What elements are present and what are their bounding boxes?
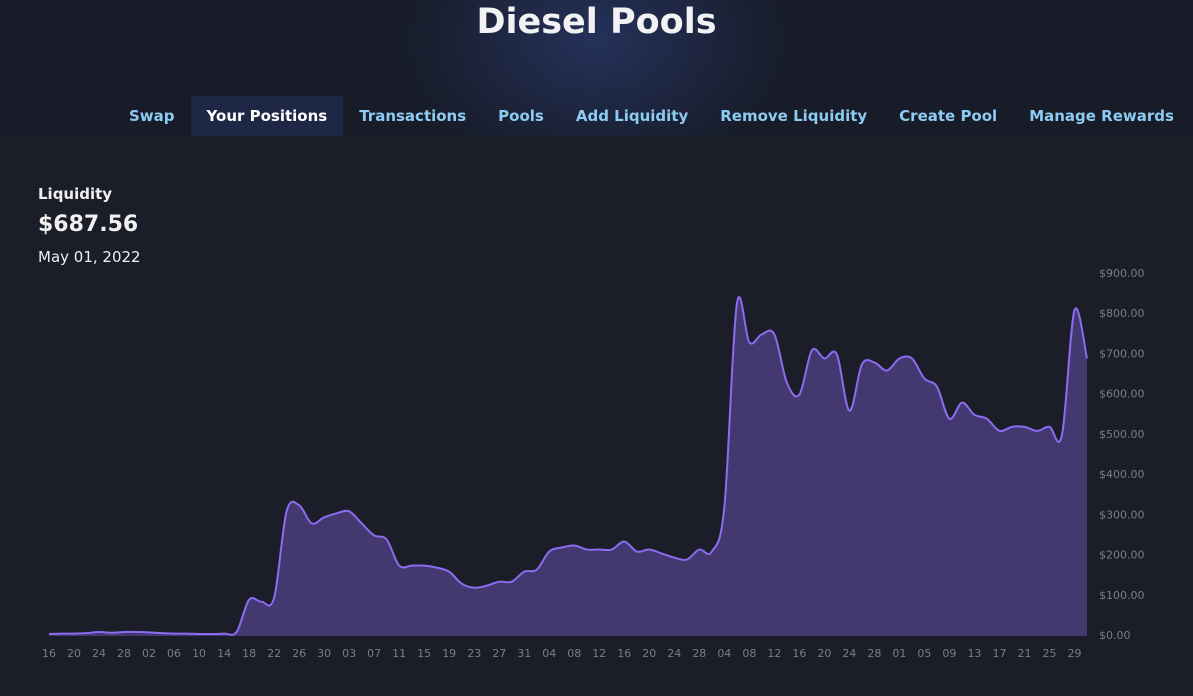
x-tick-label: 20 — [67, 647, 81, 660]
x-tick-label: 28 — [692, 647, 706, 660]
area-fill — [49, 297, 1087, 636]
x-tick-label: 21 — [1017, 647, 1031, 660]
x-tick-label: 15 — [417, 647, 431, 660]
app-title: Diesel Pools — [476, 2, 717, 42]
x-tick-label: 29 — [1067, 647, 1081, 660]
x-tick-label: 20 — [817, 647, 831, 660]
nav-tab[interactable]: Transactions — [359, 107, 467, 125]
y-tick-label: $300.00 — [1099, 508, 1145, 521]
x-tick-label: 06 — [167, 647, 181, 660]
x-tick-label: 24 — [842, 647, 856, 660]
x-tick-label: 11 — [392, 647, 406, 660]
x-tick-label: 23 — [467, 647, 481, 660]
x-tick-label: 03 — [342, 647, 356, 660]
x-tick-label: 16 — [792, 647, 806, 660]
nav-tab[interactable]: Pools — [498, 107, 544, 125]
x-tick-label: 19 — [442, 647, 456, 660]
x-tick-label: 08 — [742, 647, 756, 660]
y-tick-label: $200.00 — [1099, 549, 1145, 562]
nav-tab[interactable]: Swap — [129, 107, 175, 125]
nav-tab[interactable]: Create Pool — [899, 107, 998, 125]
x-tick-label: 08 — [567, 647, 581, 660]
x-tick-label: 14 — [217, 647, 231, 660]
nav-tab[interactable]: Your Positions — [190, 96, 344, 136]
nav-tab[interactable]: Remove Liquidity — [720, 107, 868, 125]
x-tick-label: 31 — [517, 647, 531, 660]
x-tick-label: 04 — [717, 647, 731, 660]
x-tick-label: 20 — [642, 647, 656, 660]
x-tick-label: 30 — [317, 647, 331, 660]
x-tick-label: 28 — [867, 647, 881, 660]
x-tick-label: 10 — [192, 647, 206, 660]
x-tick-label: 26 — [292, 647, 306, 660]
nav-tab[interactable]: Add Liquidity — [575, 107, 689, 125]
x-tick-label: 24 — [92, 647, 106, 660]
x-tick-label: 12 — [592, 647, 606, 660]
y-tick-label: $600.00 — [1099, 388, 1145, 401]
x-tick-label: 12 — [767, 647, 781, 660]
x-tick-label: 25 — [1042, 647, 1056, 660]
y-tick-label: $400.00 — [1099, 468, 1145, 481]
x-tick-label: 17 — [992, 647, 1006, 660]
x-tick-label: 24 — [667, 647, 681, 660]
nav-tab[interactable]: Manage Rewards — [1029, 107, 1174, 125]
x-tick-label: 27 — [492, 647, 506, 660]
x-tick-label: 28 — [117, 647, 131, 660]
summary-value: $687.56 — [38, 212, 139, 237]
x-tick-label: 01 — [892, 647, 906, 660]
x-tick-label: 13 — [967, 647, 981, 660]
x-tick-label: 16 — [617, 647, 631, 660]
x-tick-label: 09 — [942, 647, 956, 660]
y-tick-label: $100.00 — [1099, 589, 1145, 602]
y-tick-label: $700.00 — [1099, 347, 1145, 360]
header: Diesel Pools Swap Your Positions Transac… — [0, 0, 1193, 136]
x-tick-label: 22 — [267, 647, 281, 660]
x-tick-label: 04 — [542, 647, 556, 660]
x-tick-label: 16 — [42, 647, 56, 660]
nav-bar: Swap Your Positions Transactions Pools A… — [113, 96, 1190, 136]
y-tick-label: $900.00 — [1099, 267, 1145, 280]
summary-label: Liquidity — [38, 185, 113, 203]
x-tick-label: 05 — [917, 647, 931, 660]
x-tick-label: 02 — [142, 647, 156, 660]
x-tick-label: 07 — [367, 647, 381, 660]
area-line — [48, 296, 1088, 636]
y-tick-label: $800.00 — [1099, 307, 1145, 320]
x-tick-label: 18 — [242, 647, 256, 660]
y-tick-label: $500.00 — [1099, 428, 1145, 441]
summary-date: May 01, 2022 — [38, 248, 141, 266]
y-tick-label: $0.00 — [1099, 629, 1131, 642]
